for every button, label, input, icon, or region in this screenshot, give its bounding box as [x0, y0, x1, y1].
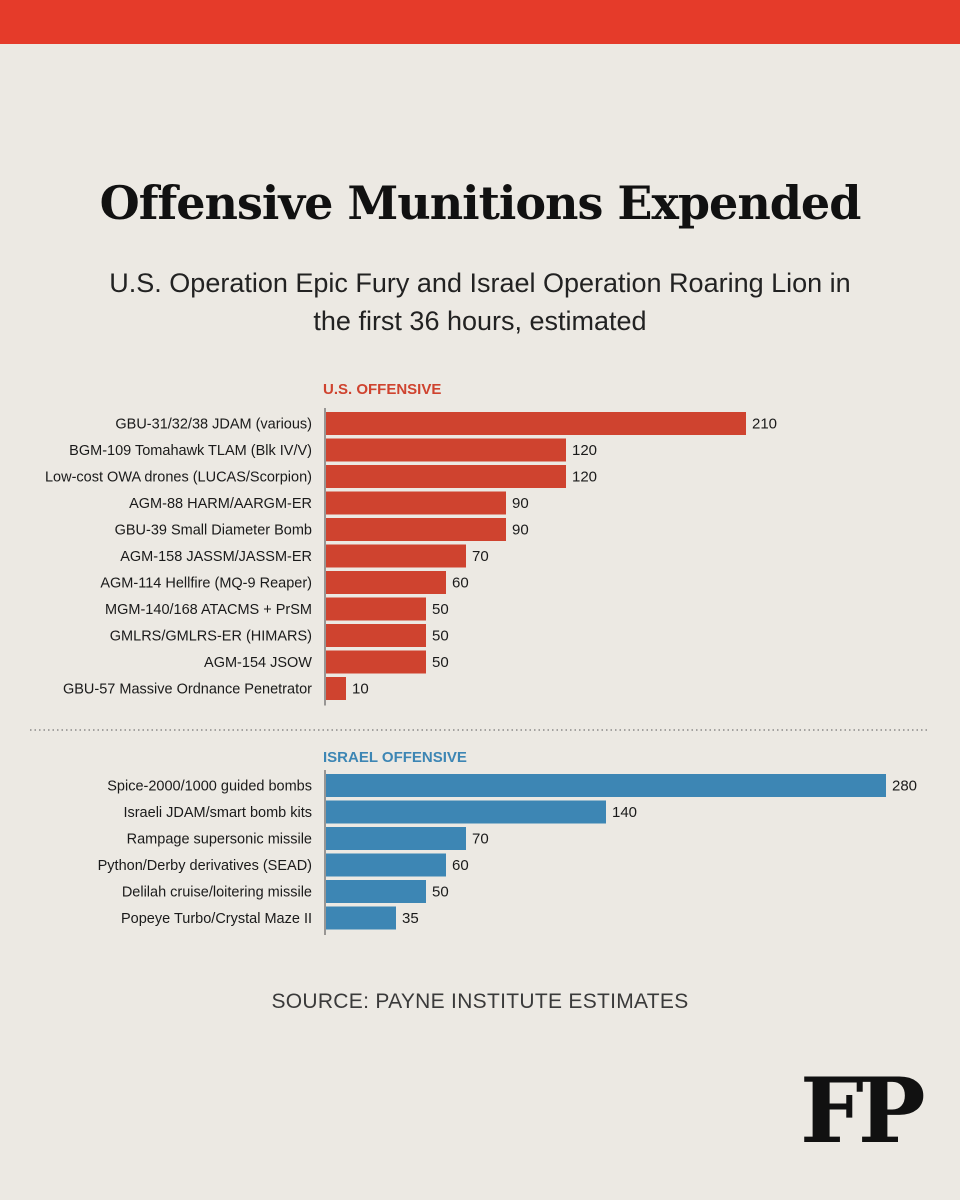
us-category-label: AGM-88 HARM/AARGM-ER — [129, 496, 312, 512]
us-bar — [326, 465, 566, 488]
israel-category-label: Popeye Turbo/Crystal Maze II — [121, 911, 312, 927]
israel-bar — [326, 800, 606, 824]
chart-title: Offensive Munitions Expended — [99, 176, 862, 230]
top-accent-bar — [0, 0, 960, 44]
us-value-label: 50 — [432, 628, 449, 645]
bar-chart: U.S. OFFENSIVE GBU-31/32/38 JDAM (various… — [30, 381, 930, 935]
us-bar — [326, 650, 426, 674]
israel-category-label: Python/Derby derivatives (SEAD) — [98, 858, 312, 874]
chart-subtitle: U.S. Operation Epic Fury and Israel Oper… — [109, 268, 851, 336]
us-category-label: GBU-39 Small Diameter Bomb — [115, 523, 312, 539]
israel-value-label: 140 — [612, 804, 637, 821]
us-value-label: 120 — [572, 442, 597, 459]
us-category-label: MGM-140/168 ATACMS + PrSM — [105, 602, 312, 618]
us-value-label: 120 — [572, 469, 597, 486]
israel-bar — [326, 880, 426, 903]
us-value-label: 50 — [432, 601, 449, 618]
israel-bar — [326, 906, 396, 930]
israel-category-label: Spice-2000/1000 guided bombs — [107, 779, 312, 795]
us-value-label: 50 — [432, 654, 449, 671]
us-category-label: AGM-114 Hellfire (MQ-9 Reaper) — [100, 576, 312, 592]
us-category-label: AGM-158 JASSM/JASSM-ER — [120, 549, 312, 565]
israel-category-label: Israeli JDAM/smart bomb kits — [123, 805, 312, 821]
us-value-label: 210 — [752, 416, 777, 433]
us-category-label: GMLRS/GMLRS-ER (HIMARS) — [110, 629, 312, 645]
israel-value-label: 50 — [432, 884, 449, 901]
us-category-label: GBU-57 Massive Ordnance Penetrator — [63, 682, 312, 698]
israel-bar — [326, 774, 886, 797]
us-value-label: 90 — [512, 522, 529, 539]
source-note: SOURCE: PAYNE INSTITUTE ESTIMATES — [271, 990, 689, 1013]
israel-value-label: 60 — [452, 857, 469, 874]
israel-category-label: Delilah cruise/loitering missile — [122, 885, 312, 901]
us-category-label: BGM-109 Tomahawk TLAM (Blk IV/V) — [69, 443, 312, 459]
israel-bar — [326, 853, 446, 877]
us-bar — [326, 412, 746, 435]
us-value-label: 60 — [452, 575, 469, 592]
israel-value-label: 35 — [402, 910, 419, 927]
israel-bar — [326, 827, 466, 850]
israel-category-label: Rampage supersonic missile — [127, 832, 312, 848]
fp-logo: FP — [800, 1058, 926, 1164]
us-category-label: GBU-31/32/38 JDAM (various) — [115, 417, 312, 433]
us-bar — [326, 518, 506, 541]
us-bar — [326, 491, 506, 515]
us-category-label: Low-cost OWA drones (LUCAS/Scorpion) — [45, 470, 312, 486]
israel-section-heading: ISRAEL OFFENSIVE — [323, 749, 467, 766]
israel-value-label: 70 — [472, 831, 489, 848]
us-category-label: AGM-154 JSOW — [204, 655, 312, 671]
us-value-label: 90 — [512, 495, 529, 512]
us-bar — [326, 571, 446, 594]
us-value-label: 70 — [472, 548, 489, 565]
us-section-heading: U.S. OFFENSIVE — [323, 381, 441, 398]
us-bar — [326, 597, 426, 621]
us-bar — [326, 624, 426, 647]
us-bar — [326, 544, 466, 568]
israel-value-label: 280 — [892, 778, 917, 795]
us-value-label: 10 — [352, 681, 369, 698]
us-bar — [326, 677, 346, 700]
us-bar — [326, 438, 566, 462]
